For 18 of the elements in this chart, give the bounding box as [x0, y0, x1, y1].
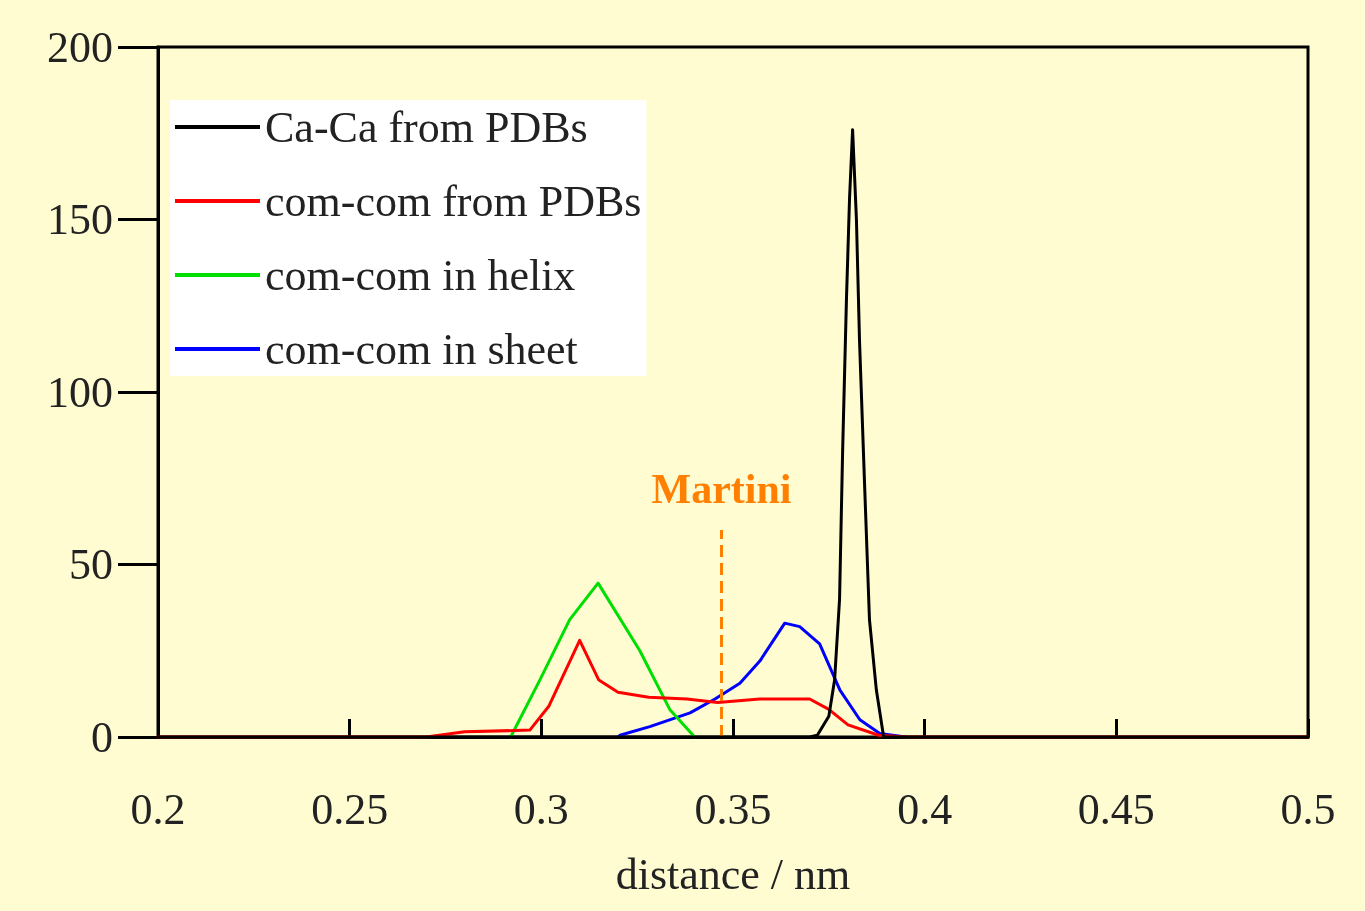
y-tick-label: 100	[47, 367, 113, 417]
x-tick-label: 0.5	[1280, 784, 1336, 834]
ref-line-label: Martini	[651, 466, 792, 512]
y-tick-label: 150	[47, 195, 113, 244]
legend-label: Ca-Ca from PDBs	[265, 102, 588, 152]
x-axis-title: distance / nm	[615, 849, 851, 899]
x-tick-label: 0.2	[130, 784, 186, 834]
legend-label: com-com from PDBs	[265, 176, 642, 226]
x-tick-label: 0.3	[513, 784, 569, 834]
y-tick-label: 0	[91, 712, 113, 762]
legend-label: com-com in sheet	[265, 324, 578, 374]
x-tick-label: 0.4	[897, 784, 953, 834]
x-tick-label: 0.35	[694, 784, 772, 834]
x-tick-label: 0.25	[311, 784, 389, 834]
y-tick-label: 50	[69, 540, 113, 589]
x-tick-label: 0.45	[1077, 784, 1155, 834]
y-tick-label: 200	[47, 22, 113, 72]
legend-label: com-com in helix	[265, 250, 576, 300]
